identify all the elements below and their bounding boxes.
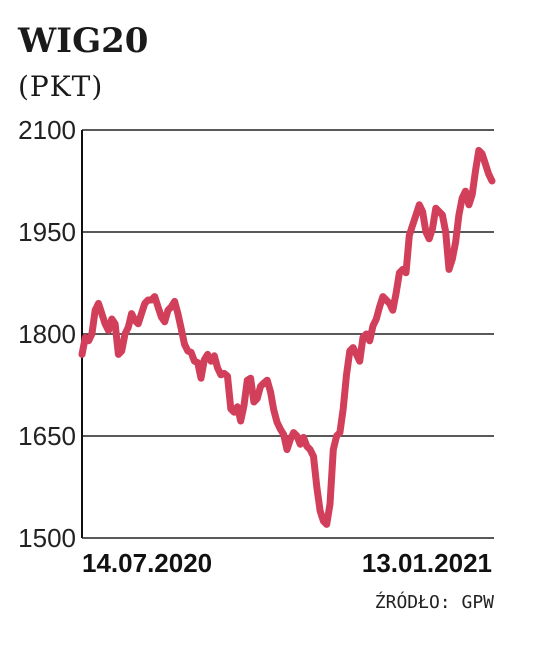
source-label: ŹRÓDŁO: GPW: [375, 591, 494, 613]
y-tick-1800: 1800: [18, 319, 76, 349]
gridlines: [82, 129, 494, 539]
y-tick-1650: 1650: [18, 421, 76, 451]
x-label-start: 14.07.2020: [82, 548, 212, 578]
series-line-wig20: [78, 146, 496, 528]
y-tick-2100: 2100: [18, 115, 76, 145]
x-label-end: 13.01.2021: [362, 548, 492, 578]
chart-subtitle: (PKT): [18, 70, 103, 103]
y-axis-ticks: 2100 1950 1800 1650 1500: [18, 115, 76, 553]
chart-title: WIG20: [17, 21, 148, 61]
y-tick-1950: 1950: [18, 217, 76, 247]
y-tick-1500: 1500: [18, 523, 76, 553]
